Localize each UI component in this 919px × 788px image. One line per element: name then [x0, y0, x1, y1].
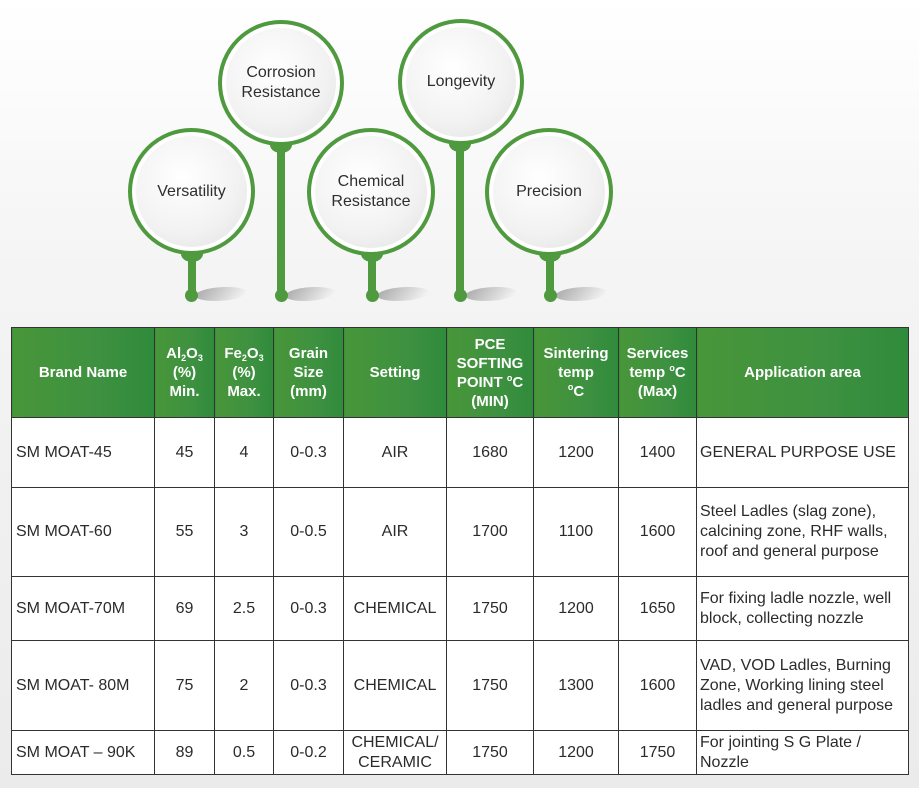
cell-application: GENERAL PURPOSE USE [696, 417, 909, 488]
cell-pce: 1750 [446, 576, 534, 641]
table-row: SM MOAT- 80M 75 2 0-0.3 CHEMICAL 1750 13… [11, 640, 909, 731]
feature-label: Chemical Resistance [331, 173, 411, 210]
header-application-area: Application area [696, 327, 909, 418]
pin-dot [544, 289, 557, 302]
shadow [460, 287, 522, 301]
cell-grain: 0-0.3 [273, 640, 344, 731]
shadow [550, 287, 612, 301]
pin-stem [188, 255, 196, 293]
table-row: SM MOAT-45 45 4 0-0.3 AIR 1680 1200 1400… [11, 417, 909, 488]
cell-sintering: 1200 [533, 417, 619, 488]
cell-application: Steel Ladles (slag zone), calcining zone… [696, 487, 909, 577]
cell-pce: 1750 [446, 730, 534, 775]
cell-al2o3: 75 [154, 640, 215, 731]
cell-application: VAD, VOD Ladles, Burning Zone, Working l… [696, 640, 909, 731]
cell-setting: CHEMICAL/ CERAMIC [343, 730, 447, 775]
cell-pce: 1750 [446, 640, 534, 731]
cell-services: 1750 [618, 730, 697, 775]
cell-setting: AIR [343, 487, 447, 577]
features-graphic: Versatility Corrosion Resistance Chemica… [0, 0, 919, 325]
cell-grain: 0-0.5 [273, 487, 344, 577]
cell-grain: 0-0.3 [273, 576, 344, 641]
cell-sintering: 1300 [533, 640, 619, 731]
cell-setting: CHEMICAL [343, 640, 447, 731]
feature-label: Precision [516, 183, 582, 200]
cell-brand: SM MOAT-45 [11, 417, 155, 488]
pin-dot [185, 289, 198, 302]
shadow [280, 287, 340, 301]
cell-brand: SM MOAT-60 [11, 487, 155, 577]
header-al2o3: Al2O3 (%) Min. [154, 327, 215, 418]
cell-grain: 0-0.2 [273, 730, 344, 775]
cell-brand: SM MOAT- 80M [11, 640, 155, 731]
spec-table: Brand Name Al2O3 (%) Min. Fe2O3 (%) Max.… [11, 327, 909, 775]
cell-services: 1400 [618, 417, 697, 488]
header-services: Services temp oC (Max) [618, 327, 697, 418]
header-brand-name: Brand Name [11, 327, 155, 418]
cell-al2o3: 89 [154, 730, 215, 775]
header-row: Brand Name Al2O3 (%) Min. Fe2O3 (%) Max.… [11, 327, 909, 418]
header-sintering: Sintering temp oC [533, 327, 619, 418]
cell-application: For jointing S G Plate / Nozzle [696, 730, 909, 775]
feature-label: Longevity [426, 73, 496, 90]
cell-fe2o3: 3 [214, 487, 274, 577]
shadow [190, 287, 252, 301]
cell-application: For fixing ladle nozzle, well block, col… [696, 576, 909, 641]
cell-grain: 0-0.3 [273, 417, 344, 488]
feature-chemical-resistance: Chemical Resistance [307, 128, 435, 256]
table-row: SM MOAT-60 55 3 0-0.5 AIR 1700 1100 1600… [11, 487, 909, 577]
cell-al2o3: 69 [154, 576, 215, 641]
cell-al2o3: 45 [154, 417, 215, 488]
pin-dot [275, 289, 288, 302]
cell-services: 1650 [618, 576, 697, 641]
feature-label: Corrosion Resistance [241, 64, 321, 101]
cell-pce: 1700 [446, 487, 534, 577]
header-grain-size: Grain Size (mm) [273, 327, 344, 418]
cell-services: 1600 [618, 487, 697, 577]
feature-corrosion-resistance: Corrosion Resistance [218, 20, 344, 146]
table-row: SM MOAT – 90K 89 0.5 0-0.2 CHEMICAL/ CER… [11, 730, 909, 775]
feature-label: Versatility [157, 182, 226, 200]
pin-stem [277, 145, 285, 293]
cell-fe2o3: 4 [214, 417, 274, 488]
cell-pce: 1680 [446, 417, 534, 488]
cell-brand: SM MOAT – 90K [11, 730, 155, 775]
cell-sintering: 1100 [533, 487, 619, 577]
feature-precision: Precision [485, 128, 613, 256]
pin-stem [368, 255, 376, 293]
cell-al2o3: 55 [154, 487, 215, 577]
cell-sintering: 1200 [533, 730, 619, 775]
pin-stem [456, 145, 464, 293]
cell-setting: AIR [343, 417, 447, 488]
header-setting: Setting [343, 327, 447, 418]
cell-fe2o3: 2.5 [214, 576, 274, 641]
pin-dot [454, 289, 467, 302]
shadow [372, 287, 434, 301]
cell-fe2o3: 2 [214, 640, 274, 731]
cell-setting: CHEMICAL [343, 576, 447, 641]
pin-stem [546, 255, 554, 293]
feature-longevity: Longevity [398, 19, 524, 145]
cell-fe2o3: 0.5 [214, 730, 274, 775]
pin-dot [366, 289, 379, 302]
feature-versatility: Versatility [128, 128, 255, 255]
header-fe2o3: Fe2O3 (%) Max. [214, 327, 274, 418]
header-pce: PCE SOFTING POINT oC (MIN) [446, 327, 534, 418]
table-row: SM MOAT-70M 69 2.5 0-0.3 CHEMICAL 1750 1… [11, 576, 909, 641]
cell-brand: SM MOAT-70M [11, 576, 155, 641]
cell-services: 1600 [618, 640, 697, 731]
cell-sintering: 1200 [533, 576, 619, 641]
